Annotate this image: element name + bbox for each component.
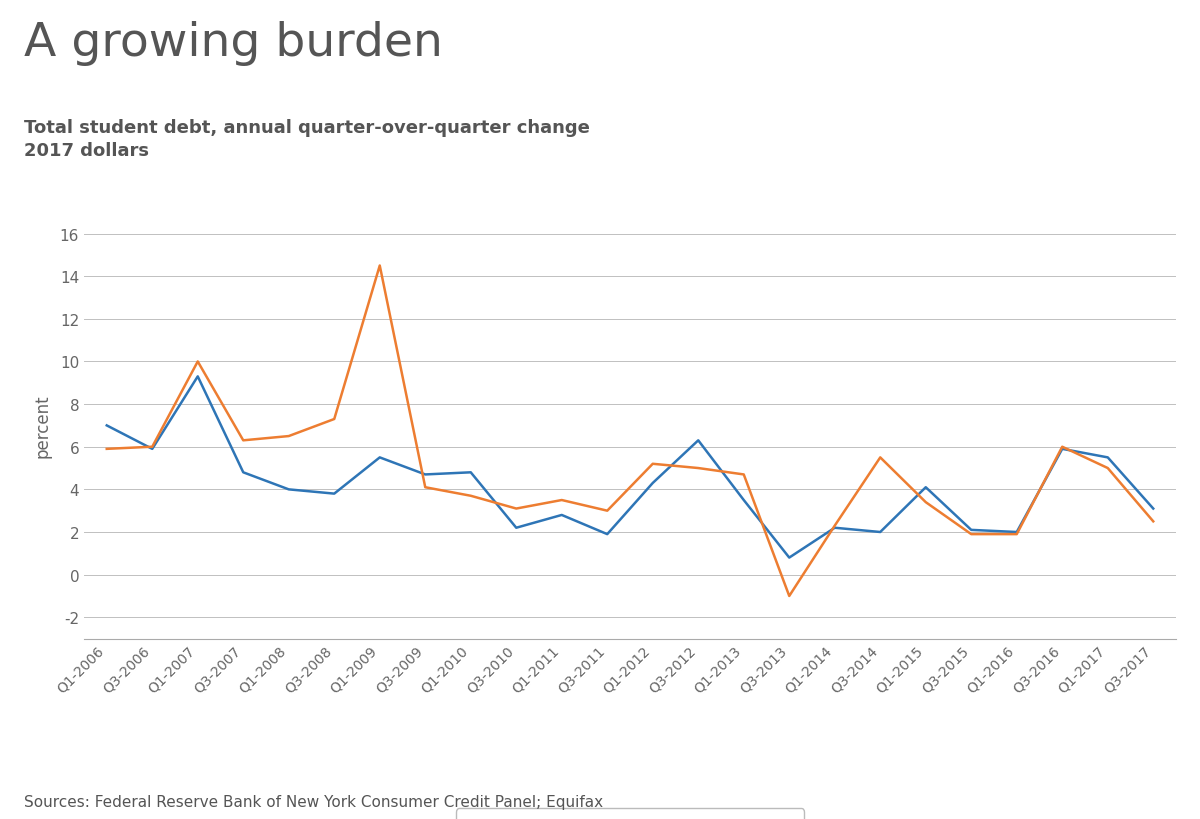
U.S. [691,436,706,446]
U.S. [918,482,932,492]
U.S. [1100,453,1115,463]
Ninth District [600,506,614,516]
U.S. [145,445,160,455]
Ninth District [1146,517,1160,527]
Text: A growing burden: A growing burden [24,20,443,66]
U.S. [236,468,251,477]
U.S. [418,470,432,480]
Ninth District [691,464,706,473]
Text: Total student debt, annual quarter-over-quarter change
2017 dollars: Total student debt, annual quarter-over-… [24,119,590,161]
Ninth District [737,470,751,480]
U.S. [463,468,478,477]
Ninth District [554,495,569,505]
Ninth District [782,591,797,601]
U.S. [600,530,614,540]
Ninth District [874,453,888,463]
Ninth District [328,414,342,424]
U.S. [100,421,114,431]
Legend: U.S., Ninth District: U.S., Ninth District [456,808,804,819]
Ninth District [282,432,296,441]
Ninth District [372,261,386,271]
U.S. [782,553,797,563]
U.S. [282,485,296,495]
Ninth District [191,357,205,367]
U.S. [328,489,342,499]
U.S. [554,510,569,520]
Ninth District [463,491,478,501]
Y-axis label: percent: percent [34,394,52,458]
Ninth District [236,436,251,446]
Ninth District [964,530,978,540]
U.S. [1146,504,1160,514]
U.S. [737,495,751,505]
Ninth District [1055,442,1069,452]
Ninth District [1009,530,1024,540]
Line: U.S.: U.S. [107,377,1153,558]
U.S. [509,523,523,533]
Ninth District [828,521,842,531]
Ninth District [145,442,160,452]
U.S. [1055,445,1069,455]
Line: Ninth District: Ninth District [107,266,1153,596]
Ninth District [646,459,660,469]
U.S. [191,372,205,382]
Ninth District [918,498,932,508]
U.S. [874,527,888,537]
Ninth District [418,482,432,492]
Ninth District [509,504,523,514]
Ninth District [1100,464,1115,473]
Text: Sources: Federal Reserve Bank of New York Consumer Credit Panel; Equifax: Sources: Federal Reserve Bank of New Yor… [24,794,604,809]
Ninth District [100,445,114,455]
U.S. [646,478,660,488]
U.S. [828,523,842,533]
U.S. [372,453,386,463]
U.S. [1009,527,1024,537]
U.S. [964,525,978,535]
